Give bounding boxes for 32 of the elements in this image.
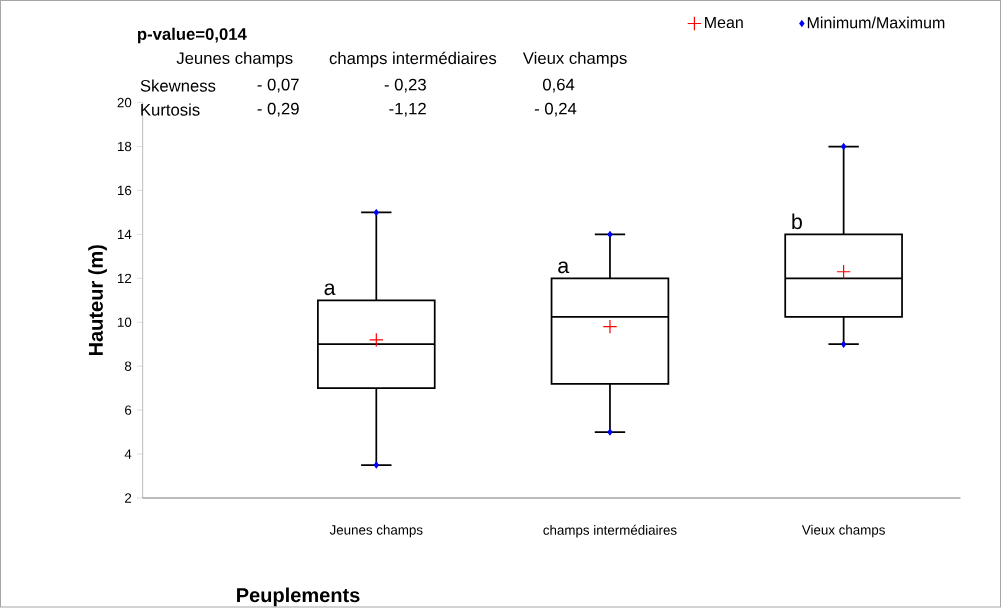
- y-tick-label: 8: [124, 361, 132, 371]
- text: - 0,23: [384, 78, 426, 93]
- annotation: a: [324, 283, 336, 296]
- legend-label: Minimum/Maximum: [807, 16, 945, 29]
- y-tick-label: 16: [117, 185, 132, 196]
- annotation: a: [558, 261, 570, 274]
- y-tick-label: 4: [124, 449, 132, 459]
- y-tick-label: 14: [117, 229, 132, 239]
- text: Vieux champs: [522, 51, 627, 68]
- y-axis-title: Hauteur (m): [88, 245, 107, 356]
- x-tick-label: Vieux champs: [801, 524, 885, 538]
- annotation: - 0,24: [534, 102, 577, 117]
- annotation: -1,12: [389, 102, 426, 117]
- text: Skewness: [140, 79, 216, 92]
- y-tick-label: 6: [125, 405, 132, 415]
- x-tick-label: Jeunes champs: [329, 524, 423, 538]
- text: champs intermédiaires: [329, 51, 497, 68]
- x-axis-title: Peuplements: [237, 587, 360, 607]
- text: - 0,07: [257, 78, 299, 93]
- annotation: - 0,29: [257, 102, 299, 117]
- y-tick-label: 2: [125, 493, 132, 503]
- y-tick-label: 12: [117, 273, 132, 283]
- y-tick-label: 10: [117, 317, 132, 327]
- x-tick-label: champs intermédiaires: [543, 524, 677, 538]
- y-tick-label: 18: [117, 141, 132, 152]
- legend-label: Mean: [705, 16, 743, 29]
- text: p-value=0,014: [138, 27, 247, 44]
- y-tick-label: 20: [117, 97, 132, 108]
- annotation: Kurtosis: [141, 103, 200, 116]
- text: 0,64: [542, 78, 575, 93]
- text: Jeunes champs: [176, 51, 293, 68]
- annotation: b: [792, 213, 802, 230]
